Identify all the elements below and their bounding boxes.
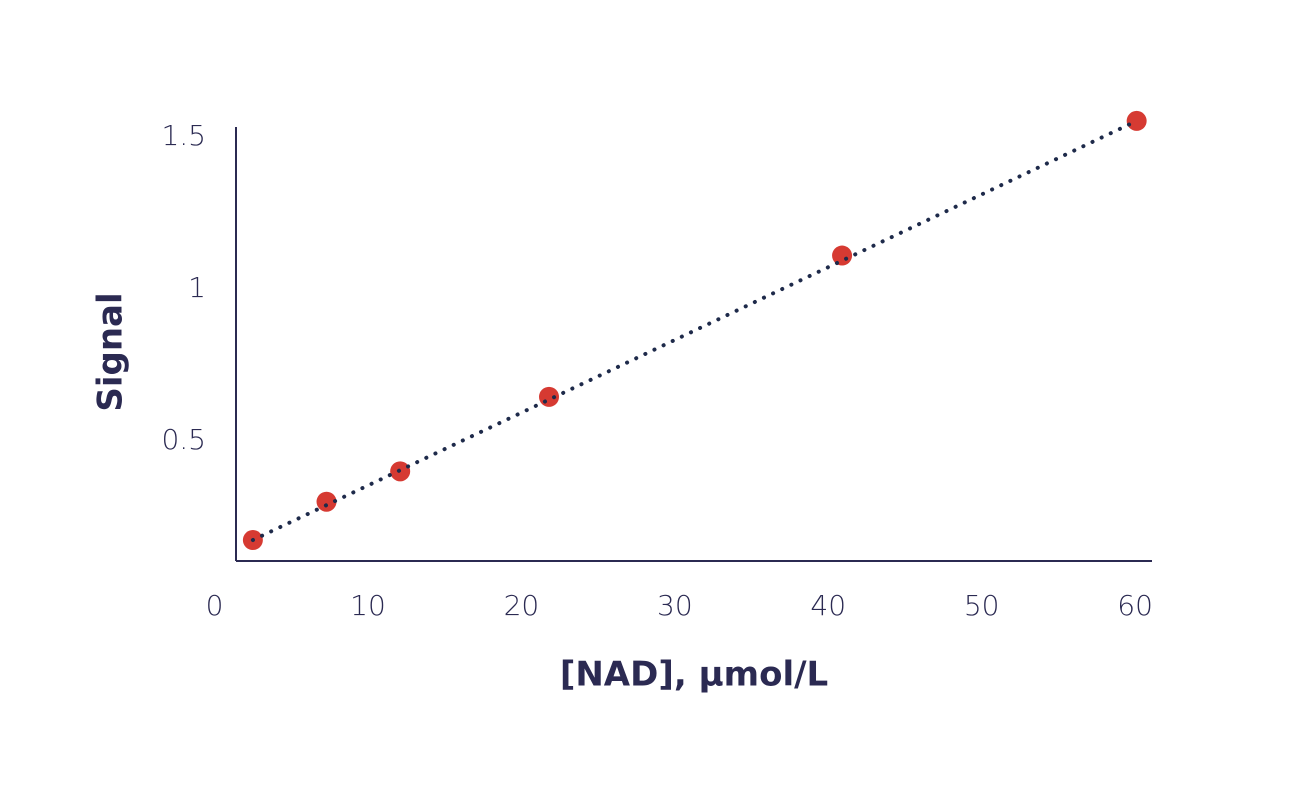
trend-line: [250, 118, 1139, 543]
x-tick-label: 0: [206, 589, 224, 622]
x-tick-label: 60: [1117, 589, 1153, 622]
x-tick-label: 10: [350, 589, 386, 622]
y-tick-label: 1: [188, 271, 206, 304]
point: [1126, 110, 1147, 131]
y-tick-label: 1.5: [161, 119, 206, 152]
x-tick-label: 40: [810, 589, 846, 622]
y-tick-label: 0.5: [161, 423, 206, 456]
x-tick-label: 30: [657, 589, 693, 622]
point: [832, 245, 853, 266]
point: [316, 491, 337, 512]
y-axis-title: Signal: [91, 292, 131, 411]
x-axis-title: [NAD], µmol/L: [560, 655, 828, 695]
x-tick-label: 50: [964, 589, 1000, 622]
x-tick-label: 20: [504, 589, 540, 622]
